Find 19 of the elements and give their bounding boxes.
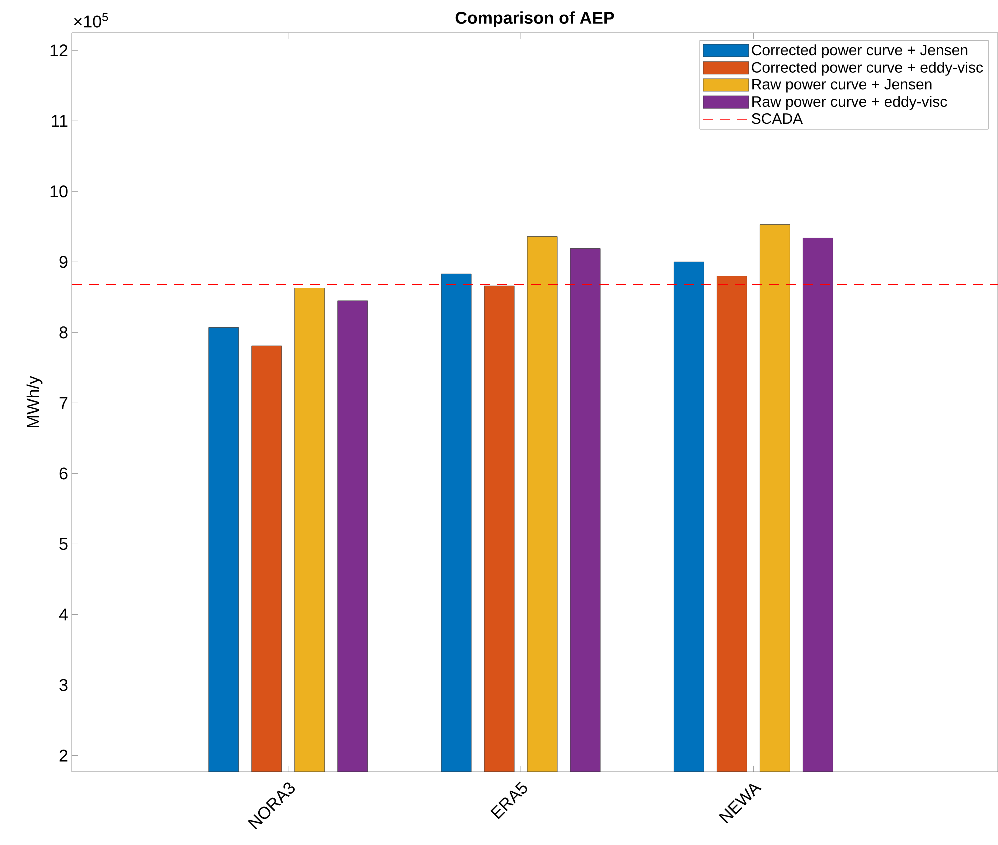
legend-label: SCADA [752, 114, 804, 124]
y-tick-label: 8 [60, 326, 68, 339]
legend-label: Raw power curve + Jensen [752, 79, 932, 93]
y-tick-label: 4 [59, 608, 68, 621]
y-tick-label: 6 [60, 468, 68, 480]
y-tick-label: 3 [60, 679, 68, 692]
y-tick-label: 9 [60, 256, 68, 268]
y-axis-title: MWh/y [26, 376, 43, 428]
legend-label: Corrected power curve + Jensen [752, 44, 968, 59]
y-tick-label: 10 [50, 186, 68, 198]
legend-label: Raw power curve + eddy-visc [752, 96, 948, 110]
y-tick-label: 7 [60, 397, 68, 410]
legend-label: Corrected power curve + eddy-visc [752, 62, 984, 76]
chart-title: Comparison of AEP [456, 12, 614, 28]
y-tick-label: 2 [60, 750, 68, 762]
y-tick-label: 5 [60, 538, 68, 550]
y-tick-label: 12 [50, 44, 68, 57]
y-tick-label: 11 [52, 115, 68, 127]
text: ×10$^{5}$ [74, 13, 108, 28]
